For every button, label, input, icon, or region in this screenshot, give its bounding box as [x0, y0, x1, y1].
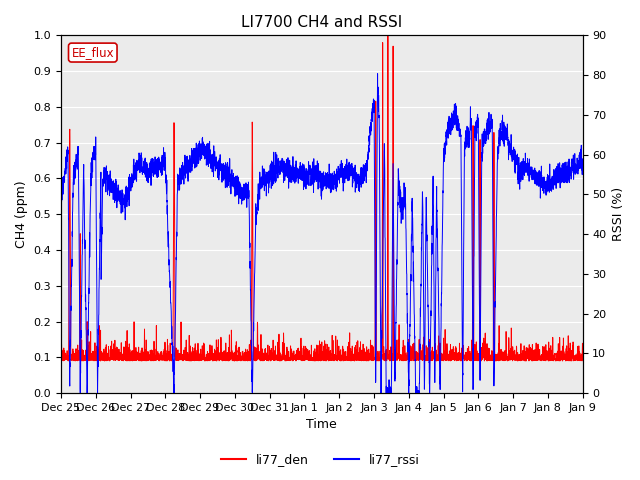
- li77_rssi: [537, 176, 545, 182]
- li77_den: [436, 355, 444, 360]
- li77_den: [563, 358, 571, 363]
- li77_rssi: [563, 176, 571, 182]
- li77_rssi: [76, 390, 84, 396]
- li77_den: [384, 33, 392, 38]
- Legend: li77_den, li77_rssi: li77_den, li77_rssi: [216, 448, 424, 471]
- li77_den: [276, 358, 284, 364]
- li77_den: [537, 357, 545, 362]
- li77_den: [57, 358, 65, 363]
- li77_den: [280, 351, 288, 357]
- Y-axis label: RSSI (%): RSSI (%): [612, 187, 625, 241]
- Text: EE_flux: EE_flux: [72, 46, 114, 59]
- li77_rssi: [276, 164, 284, 170]
- li77_rssi: [374, 71, 381, 76]
- li77_rssi: [280, 164, 288, 170]
- li77_den: [579, 357, 586, 362]
- li77_den: [305, 351, 313, 357]
- Line: li77_den: li77_den: [61, 36, 582, 361]
- li77_rssi: [579, 163, 586, 168]
- li77_rssi: [305, 183, 313, 189]
- li77_rssi: [436, 387, 444, 393]
- li77_rssi: [57, 194, 65, 200]
- X-axis label: Time: Time: [307, 419, 337, 432]
- Title: LI7700 CH4 and RSSI: LI7700 CH4 and RSSI: [241, 15, 403, 30]
- li77_den: [138, 358, 145, 364]
- Y-axis label: CH4 (ppm): CH4 (ppm): [15, 180, 28, 248]
- Line: li77_rssi: li77_rssi: [61, 73, 582, 393]
